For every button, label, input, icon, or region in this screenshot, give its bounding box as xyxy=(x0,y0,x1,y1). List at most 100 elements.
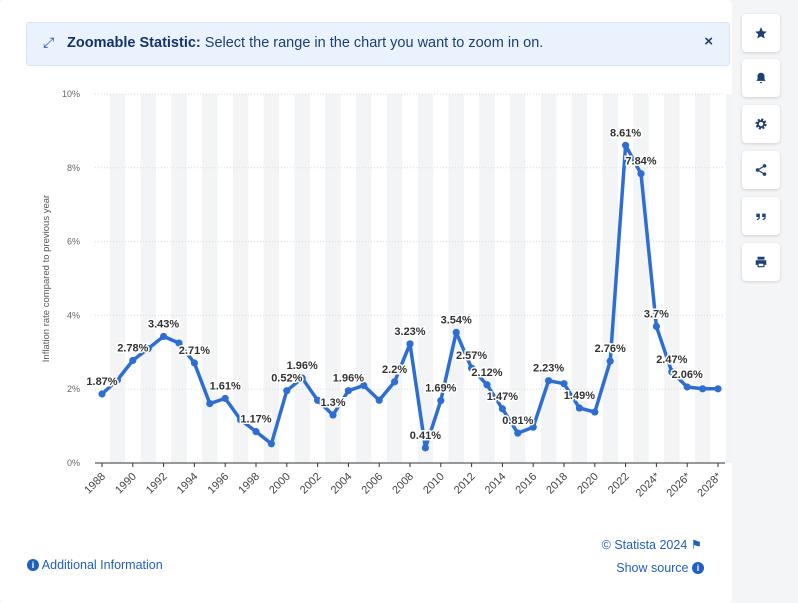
data-label: 0.52% xyxy=(271,373,302,385)
gear-icon xyxy=(755,118,767,130)
data-point xyxy=(344,387,352,395)
zoom-banner-title: Zoomable Statistic: xyxy=(67,35,201,51)
show-source-label: Show source xyxy=(616,561,689,575)
data-point xyxy=(514,429,522,437)
data-label: 7.84% xyxy=(625,156,656,168)
cite-button[interactable] xyxy=(742,197,780,235)
settings-button[interactable] xyxy=(742,105,780,143)
x-tick-label: 1998 xyxy=(236,471,262,497)
x-tick-label: 1994 xyxy=(175,471,201,497)
data-point xyxy=(637,170,645,178)
data-label: 2.47% xyxy=(656,354,687,366)
data-label: 1.61% xyxy=(210,380,241,392)
data-point xyxy=(699,385,707,393)
x-tick-label: 1992 xyxy=(144,471,170,497)
y-tick-label: 10% xyxy=(62,89,80,99)
data-point xyxy=(683,383,691,391)
x-tick-label: 2000 xyxy=(267,471,293,497)
column-stripe xyxy=(325,94,341,463)
zoom-banner-message: Select the range in the chart you want t… xyxy=(200,35,544,51)
y-tick-label: 8% xyxy=(67,163,80,173)
column-stripe xyxy=(202,94,218,463)
favorite-button[interactable] xyxy=(742,14,780,52)
data-label: 2.71% xyxy=(179,345,210,357)
x-tick-label: 2008 xyxy=(390,471,416,497)
column-stripe xyxy=(171,94,187,463)
notification-button[interactable] xyxy=(742,59,780,97)
share-button[interactable] xyxy=(742,151,780,189)
data-point xyxy=(252,428,260,436)
show-source-link[interactable]: Show source i xyxy=(616,561,704,575)
x-tick-label: 2006 xyxy=(360,471,386,497)
data-label: 1.3% xyxy=(320,397,345,409)
data-point xyxy=(160,332,168,341)
column-stripe xyxy=(725,94,732,463)
data-point xyxy=(591,408,599,416)
line-chart[interactable]: 0%2%4%6%8%10%1988 1990 1992 1994 1996 1998 200… xyxy=(0,0,732,540)
x-tick-label: 2002 xyxy=(298,471,324,497)
y-tick-label: 6% xyxy=(67,237,80,247)
data-point xyxy=(175,339,183,347)
data-label: 1.69% xyxy=(425,383,456,395)
x-tick-label: 2016 xyxy=(514,471,540,497)
y-tick-label: 0% xyxy=(67,458,80,468)
data-point xyxy=(498,405,506,413)
data-point xyxy=(267,440,275,448)
copyright-text[interactable]: © Statista 2024 ⚑ xyxy=(602,537,702,552)
data-point xyxy=(329,411,337,419)
y-axis-label: Inflation rate compared to previous year xyxy=(41,195,52,362)
data-point xyxy=(529,423,537,431)
bell-icon xyxy=(756,72,766,84)
data-point xyxy=(298,374,306,382)
quote-icon xyxy=(756,213,766,221)
data-point xyxy=(483,381,491,389)
chart-card: ⤢ Zoomable Statistic: Select the range i… xyxy=(0,0,732,603)
data-label: 3.43% xyxy=(148,318,179,330)
data-point xyxy=(360,381,368,390)
copyright-label: © Statista 2024 xyxy=(601,538,688,552)
data-point xyxy=(144,345,152,353)
data-point xyxy=(206,399,214,408)
close-icon[interactable]: × xyxy=(704,33,713,50)
print-button[interactable] xyxy=(742,243,780,281)
data-point xyxy=(652,322,661,331)
data-label: 2.57% xyxy=(456,350,487,362)
x-tick-label: 2012 xyxy=(452,471,478,497)
zoom-banner-text: Zoomable Statistic: Select the range in … xyxy=(67,35,543,51)
data-label: 1.96% xyxy=(287,360,318,372)
expand-icon: ⤢ xyxy=(43,34,55,50)
column-stripe xyxy=(540,94,557,463)
x-tick-label: 2014 xyxy=(483,471,509,497)
column-stripe xyxy=(510,94,526,463)
column-stripe xyxy=(633,94,649,463)
data-label: 2.23% xyxy=(533,363,564,375)
additional-information-link[interactable]: i Additional Information xyxy=(27,558,163,572)
data-label: 1.96% xyxy=(333,373,364,385)
column-stripe xyxy=(140,94,156,463)
x-tick-label: 2004 xyxy=(329,471,355,497)
data-label: 1.17% xyxy=(240,414,271,426)
share-icon xyxy=(755,164,767,176)
column-stripe xyxy=(664,94,680,463)
series-line xyxy=(100,143,720,450)
data-label: 3.54% xyxy=(441,314,472,326)
column-stripe xyxy=(294,94,310,463)
info-icon: i xyxy=(27,559,39,571)
x-tick-label: 2024* xyxy=(634,470,663,499)
column-stripe xyxy=(448,94,464,463)
x-tick-label: 2028* xyxy=(695,470,724,499)
data-point xyxy=(622,141,630,149)
data-label: 2.12% xyxy=(471,367,502,379)
column-stripe xyxy=(694,94,711,463)
data-point xyxy=(375,396,383,404)
data-label: 3.23% xyxy=(394,326,425,338)
data-point xyxy=(452,328,460,336)
y-tick-label: 4% xyxy=(67,310,80,320)
x-tick-label: 2010 xyxy=(421,471,447,497)
data-label: 2.76% xyxy=(595,343,626,355)
data-point xyxy=(560,380,568,388)
column-stripe xyxy=(479,94,495,463)
data-point xyxy=(283,387,291,395)
data-point xyxy=(545,377,553,385)
data-point xyxy=(190,359,198,367)
